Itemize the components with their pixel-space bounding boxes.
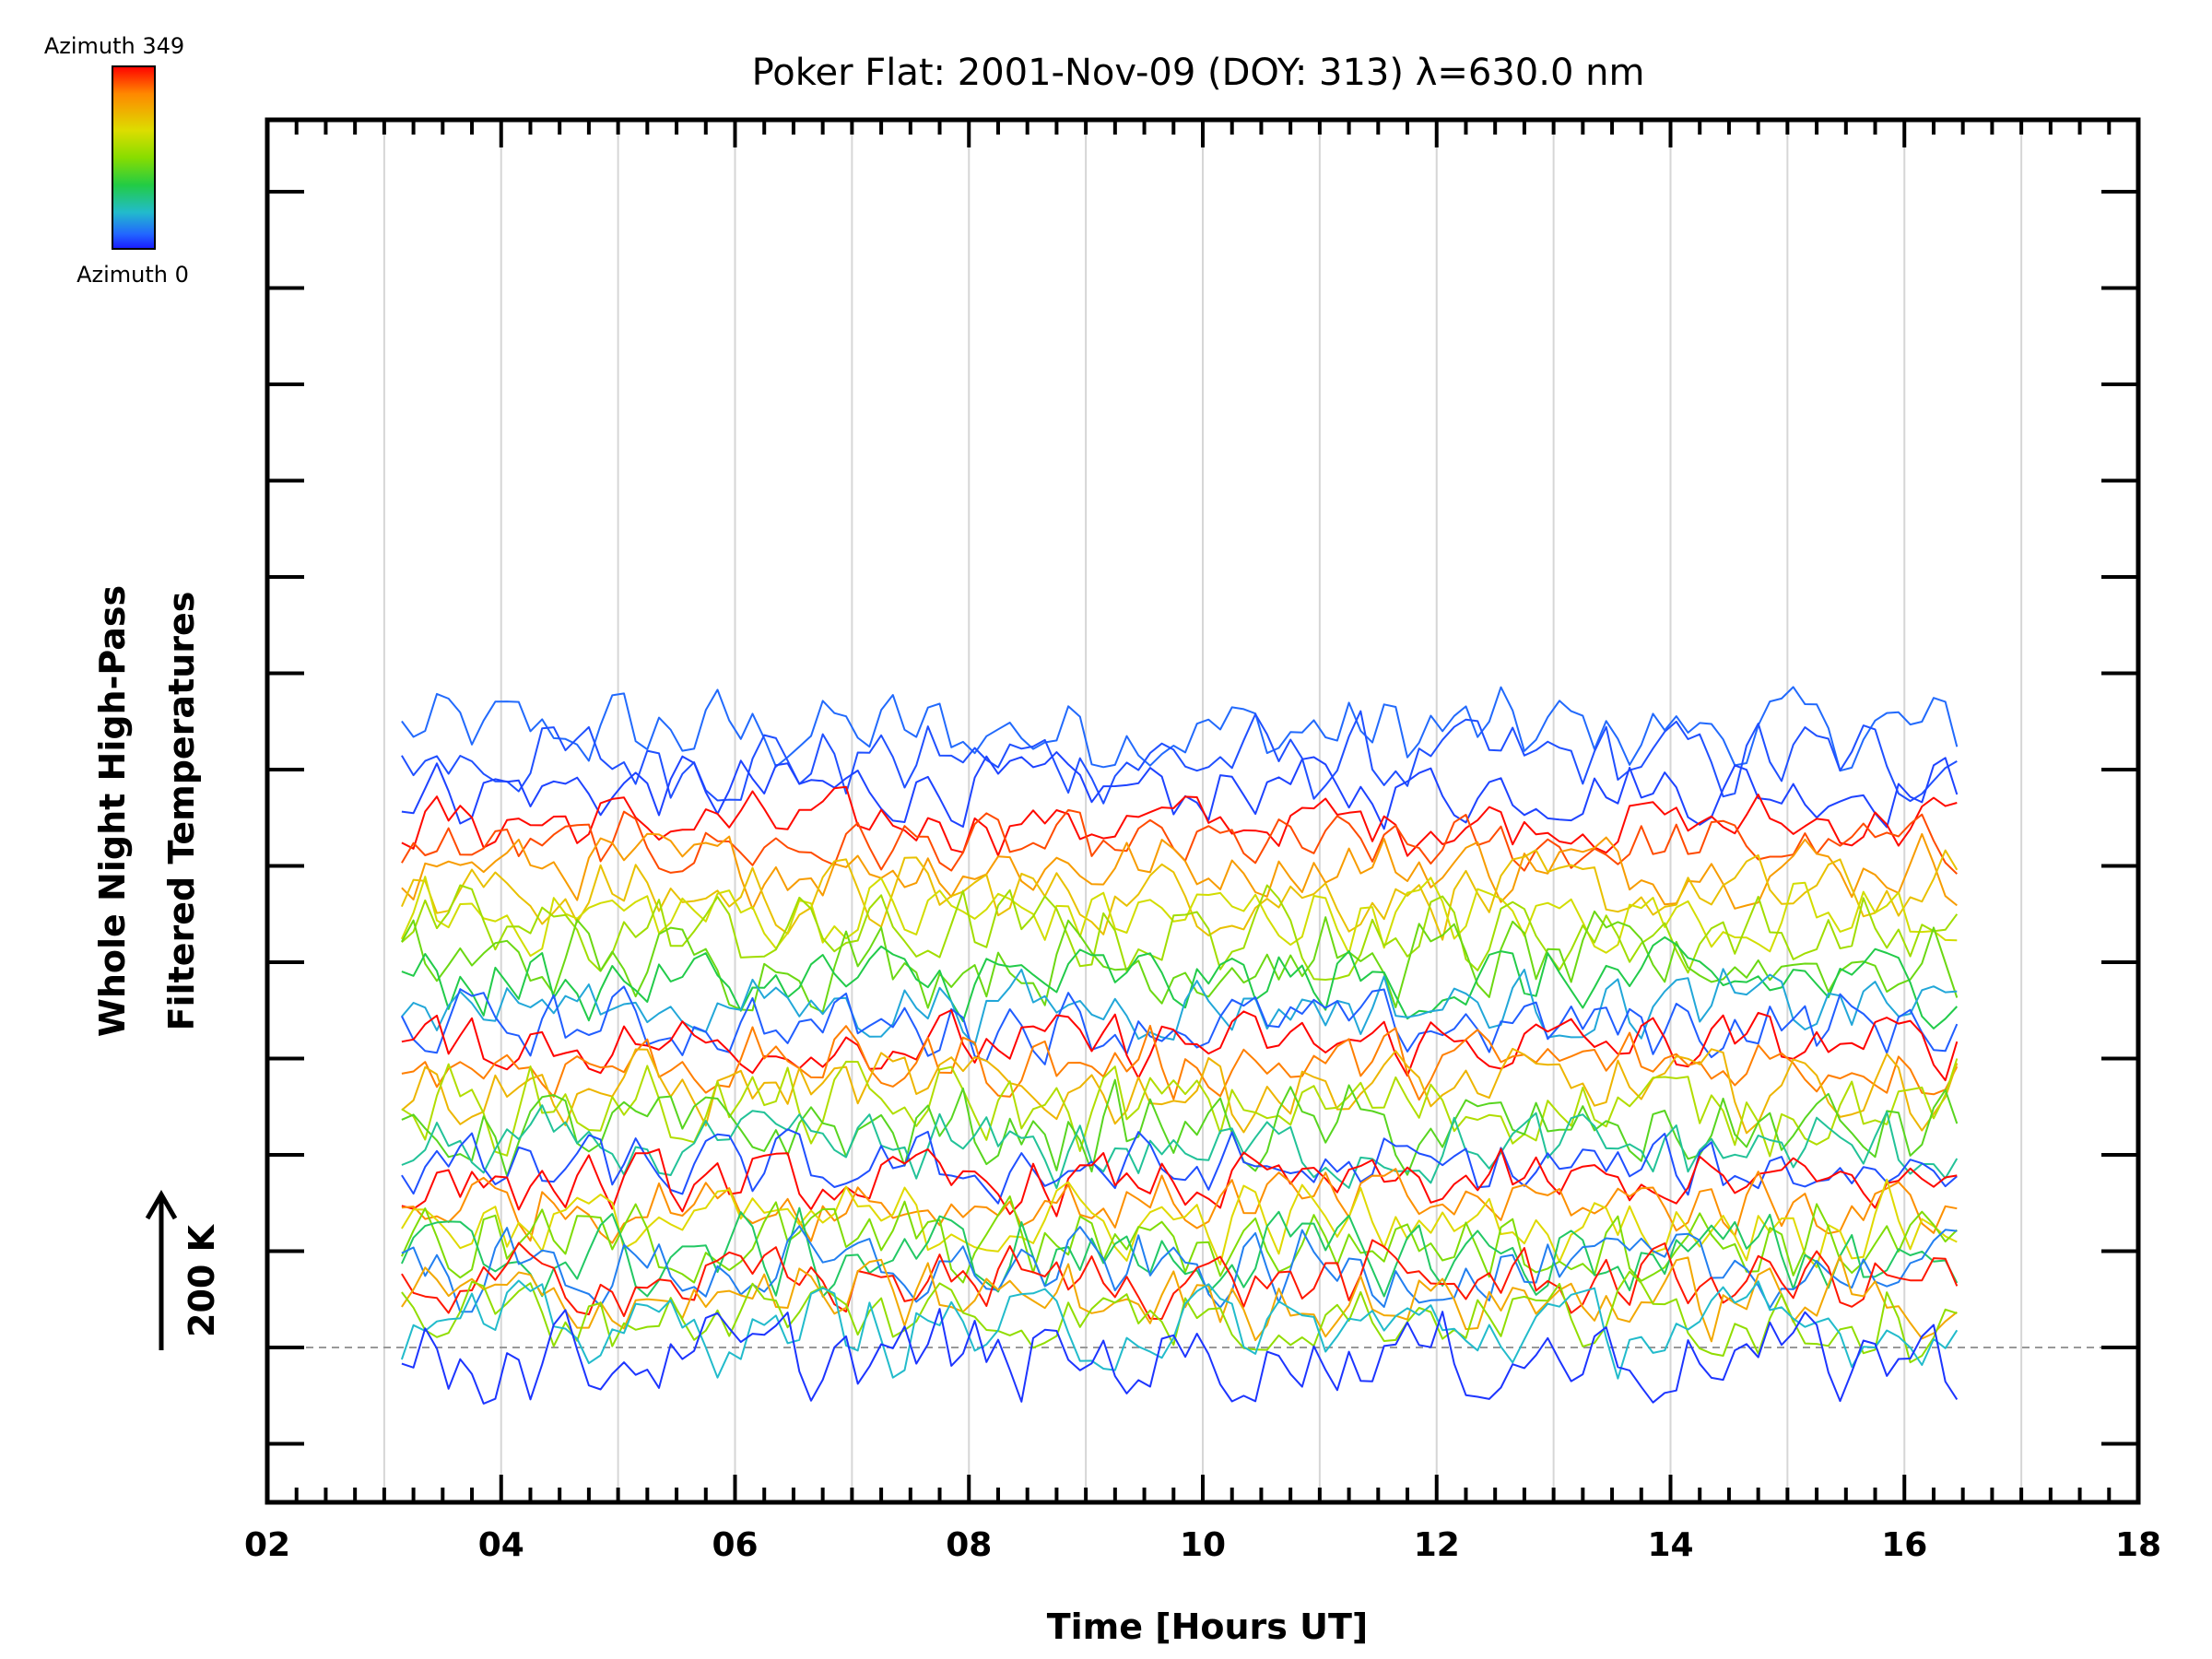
- series-line-0: [401, 686, 1959, 772]
- series-line-25: [401, 1225, 1958, 1313]
- series-line-13: [401, 1009, 1959, 1082]
- x-tick-label: 08: [946, 1526, 992, 1564]
- x-tick-label: 12: [1414, 1526, 1460, 1564]
- x-axis-label: Time [Hours UT]: [1047, 1606, 1369, 1647]
- series-line-20: [401, 1147, 1958, 1218]
- colorbar-bottom-label: Azimuth 0: [76, 262, 189, 288]
- colorbar: [112, 65, 156, 250]
- x-tick-label: 16: [1881, 1526, 1927, 1564]
- colorbar-top-label: Azimuth 349: [44, 33, 184, 59]
- y-axis-label-line2: Filtered Temperatures: [161, 592, 202, 1031]
- axes: 02 04 06 08 10 12 14 16 18: [244, 117, 2161, 1564]
- x-tick-label: 04: [478, 1526, 524, 1564]
- series-line-11: [401, 968, 1958, 1046]
- series-line-21: [401, 1168, 1958, 1244]
- x-tick-label: 06: [712, 1526, 758, 1564]
- scale-indicator: 200 K: [145, 1189, 222, 1350]
- series-line-9: [401, 910, 1959, 1013]
- series-line-5: [401, 832, 1958, 910]
- x-tick-label: 02: [244, 1526, 290, 1564]
- series-line-30: [401, 1308, 1959, 1405]
- series-line-1: [401, 710, 1958, 805]
- series-line-29: [400, 1279, 1959, 1380]
- series-line-7: [400, 876, 1958, 958]
- x-tick-label: 14: [1647, 1526, 1693, 1564]
- data-series: [400, 686, 1959, 1405]
- series-line-24: [400, 1206, 1959, 1298]
- x-tick-label: 10: [1180, 1526, 1226, 1564]
- series-line-8: [401, 884, 1959, 981]
- x-tick-label: 18: [2115, 1526, 2161, 1564]
- scale-arrow-head: [145, 1189, 178, 1220]
- series-line-27: [401, 1254, 1958, 1343]
- series-line-6: [400, 849, 1959, 941]
- scale-label: 200 K: [182, 1223, 222, 1337]
- series-line-18: [401, 1104, 1959, 1190]
- series-line-3: [401, 785, 1958, 857]
- series-line-17: [401, 1078, 1959, 1177]
- chart-title: Poker Flat: 2001-Nov-09 (DOY: 313) λ=630…: [752, 52, 1645, 94]
- series-line-10: [401, 935, 1959, 1030]
- series-line-12: [401, 985, 1959, 1065]
- series-line-16: [401, 1058, 1959, 1158]
- series-line-22: [401, 1178, 1958, 1268]
- y-axis-label-line1: Whole Night High-Pass: [92, 585, 133, 1037]
- series-line-15: [401, 1047, 1959, 1135]
